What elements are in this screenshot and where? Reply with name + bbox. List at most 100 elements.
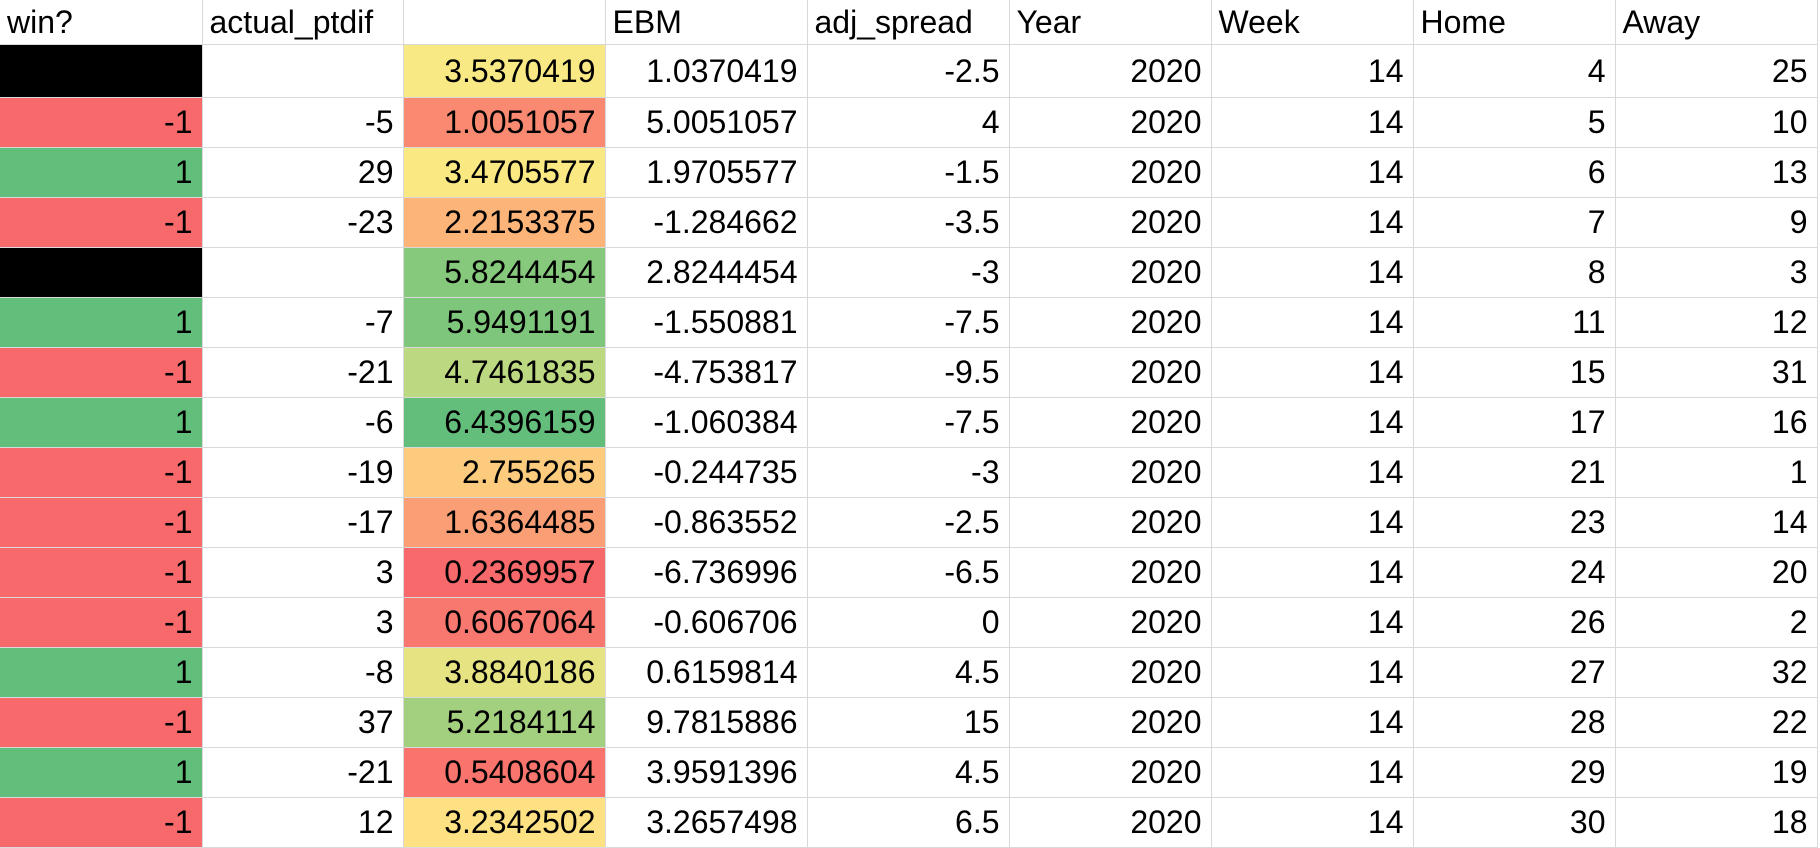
cell-actual-ptdif[interactable]: -19 [202,447,404,498]
cell-away[interactable]: 25 [1615,44,1818,98]
cell-score[interactable]: 0.5408604 [403,747,606,798]
cell-home[interactable]: 26 [1413,597,1616,648]
cell-score[interactable]: 3.8840186 [403,647,606,698]
cell-score[interactable]: 2.2153375 [403,197,606,248]
cell-home[interactable]: 4 [1413,44,1616,98]
cell-home[interactable]: 7 [1413,197,1616,248]
cell-year[interactable]: 2020 [1009,247,1212,298]
cell-year[interactable]: 2020 [1009,97,1212,148]
cell-year[interactable]: 2020 [1009,547,1212,598]
cell-ebm[interactable]: -6.736996 [605,547,808,598]
cell-away[interactable]: 1 [1615,447,1818,498]
cell-actual-ptdif[interactable]: 12 [202,797,404,848]
cell-away[interactable]: 18 [1615,797,1818,848]
cell-actual-ptdif[interactable]: 3 [202,547,404,598]
cell-year[interactable]: 2020 [1009,747,1212,798]
cell-score[interactable]: 4.7461835 [403,347,606,398]
cell-year[interactable]: 2020 [1009,647,1212,698]
cell-year[interactable]: 2020 [1009,147,1212,198]
cell-win[interactable]: -1 [0,347,203,398]
header-ebm[interactable]: EBM [605,0,808,45]
cell-year[interactable]: 2020 [1009,597,1212,648]
cell-home[interactable]: 24 [1413,547,1616,598]
cell-away[interactable]: 16 [1615,397,1818,448]
cell-away[interactable]: 19 [1615,747,1818,798]
cell-ebm[interactable]: 9.7815886 [605,697,808,748]
cell-year[interactable]: 2020 [1009,397,1212,448]
cell-adj-spread[interactable]: -3 [807,247,1010,298]
cell-ebm[interactable]: 5.0051057 [605,97,808,148]
cell-week[interactable]: 14 [1211,297,1414,348]
header-home[interactable]: Home [1413,0,1616,45]
cell-score[interactable]: 1.6364485 [403,497,606,548]
cell-year[interactable]: 2020 [1009,347,1212,398]
cell-ebm[interactable]: 2.8244454 [605,247,808,298]
cell-away[interactable]: 22 [1615,697,1818,748]
cell-adj-spread[interactable]: -1.5 [807,147,1010,198]
cell-adj-spread[interactable]: 4 [807,97,1010,148]
cell-actual-ptdif[interactable] [202,44,404,98]
cell-ebm[interactable]: -1.284662 [605,197,808,248]
cell-score[interactable]: 5.9491191 [403,297,606,348]
cell-ebm[interactable]: 3.2657498 [605,797,808,848]
cell-win[interactable]: -1 [0,97,203,148]
cell-week[interactable]: 14 [1211,697,1414,748]
cell-adj-spread[interactable]: -9.5 [807,347,1010,398]
cell-home[interactable]: 29 [1413,747,1616,798]
cell-year[interactable]: 2020 [1009,797,1212,848]
cell-score[interactable]: 5.8244454 [403,247,606,298]
cell-home[interactable]: 6 [1413,147,1616,198]
cell-away[interactable]: 14 [1615,497,1818,548]
cell-week[interactable]: 14 [1211,44,1414,98]
cell-ebm[interactable]: -1.550881 [605,297,808,348]
cell-score[interactable]: 0.6067064 [403,597,606,648]
cell-win[interactable]: -1 [0,497,203,548]
cell-adj-spread[interactable]: -2.5 [807,44,1010,98]
cell-ebm[interactable]: 3.9591396 [605,747,808,798]
cell-actual-ptdif[interactable]: -21 [202,347,404,398]
cell-ebm[interactable]: 1.9705577 [605,147,808,198]
cell-home[interactable]: 30 [1413,797,1616,848]
cell-week[interactable]: 14 [1211,147,1414,198]
cell-away[interactable]: 10 [1615,97,1818,148]
cell-ebm[interactable]: 1.0370419 [605,44,808,98]
cell-away[interactable]: 20 [1615,547,1818,598]
header-year[interactable]: Year [1009,0,1212,45]
cell-score[interactable]: 2.755265 [403,447,606,498]
cell-ebm[interactable]: -0.606706 [605,597,808,648]
cell-actual-ptdif[interactable]: -6 [202,397,404,448]
cell-win[interactable] [0,247,203,298]
cell-win[interactable]: 1 [0,297,203,348]
cell-adj-spread[interactable]: -6.5 [807,547,1010,598]
cell-win[interactable]: -1 [0,597,203,648]
cell-away[interactable]: 32 [1615,647,1818,698]
cell-home[interactable]: 28 [1413,697,1616,748]
cell-win[interactable]: -1 [0,197,203,248]
cell-away[interactable]: 9 [1615,197,1818,248]
cell-win[interactable]: -1 [0,547,203,598]
cell-score[interactable]: 6.4396159 [403,397,606,448]
cell-week[interactable]: 14 [1211,747,1414,798]
cell-win[interactable]: 1 [0,397,203,448]
cell-away[interactable]: 2 [1615,597,1818,648]
cell-actual-ptdif[interactable]: -21 [202,747,404,798]
cell-week[interactable]: 14 [1211,97,1414,148]
cell-week[interactable]: 14 [1211,497,1414,548]
header-week[interactable]: Week [1211,0,1414,45]
cell-adj-spread[interactable]: -2.5 [807,497,1010,548]
cell-home[interactable]: 23 [1413,497,1616,548]
cell-ebm[interactable]: -0.863552 [605,497,808,548]
cell-actual-ptdif[interactable]: -23 [202,197,404,248]
cell-home[interactable]: 27 [1413,647,1616,698]
cell-away[interactable]: 12 [1615,297,1818,348]
cell-win[interactable]: 1 [0,747,203,798]
cell-win[interactable]: 1 [0,647,203,698]
header-away[interactable]: Away [1615,0,1818,45]
cell-home[interactable]: 11 [1413,297,1616,348]
cell-adj-spread[interactable]: 6.5 [807,797,1010,848]
cell-adj-spread[interactable]: -3 [807,447,1010,498]
cell-score[interactable]: 1.0051057 [403,97,606,148]
cell-score[interactable]: 5.2184114 [403,697,606,748]
cell-week[interactable]: 14 [1211,647,1414,698]
cell-year[interactable]: 2020 [1009,44,1212,98]
